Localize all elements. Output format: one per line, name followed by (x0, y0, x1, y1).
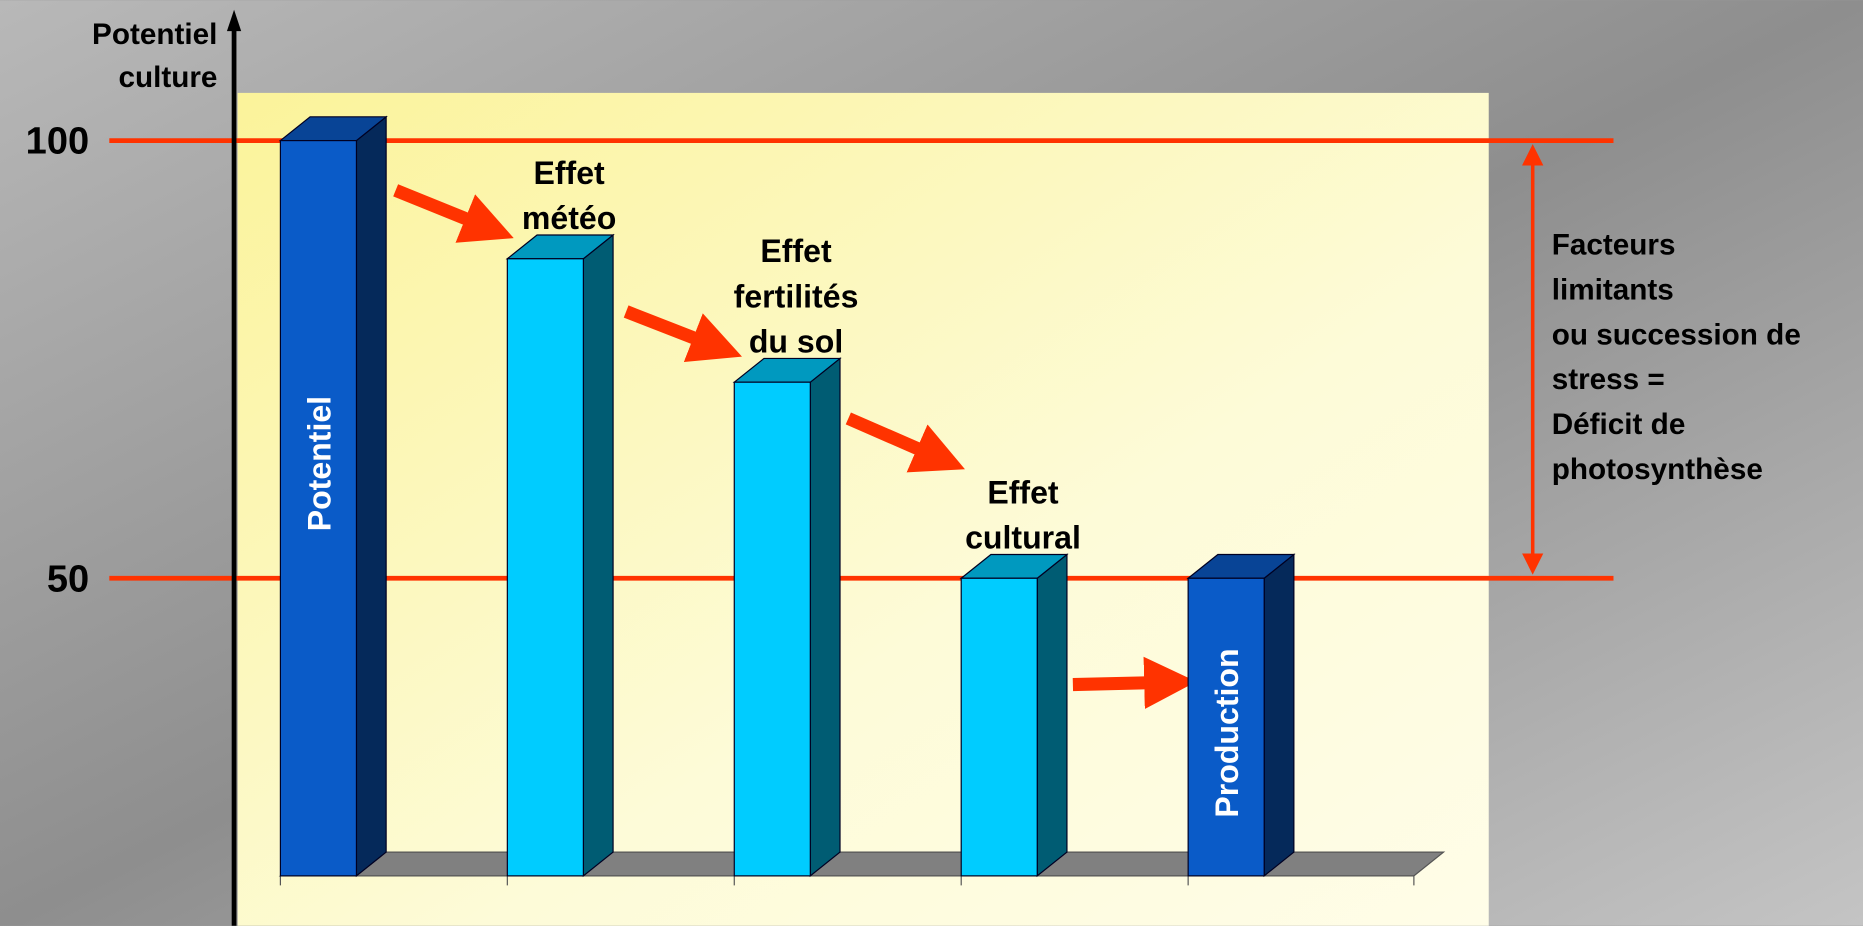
bar-side (809, 357, 841, 878)
bar-label: Effet (533, 155, 605, 191)
bar-front (960, 577, 1038, 877)
arrows (393, 184, 1197, 709)
arrow (623, 305, 742, 363)
annotation: stress = (1552, 363, 1665, 396)
bar-side (582, 233, 614, 878)
bar-label: météo (522, 200, 616, 236)
y-tick-label: 50 (47, 558, 89, 600)
bar-label: Production (1209, 648, 1245, 817)
bar-label: cultural (965, 520, 1081, 556)
y-axis-label: Potentiel (92, 18, 217, 51)
bar-label: Effet (760, 233, 832, 269)
bar-label: fertilités (734, 278, 859, 314)
bar-front (1187, 577, 1265, 877)
y-axis-label: culture (118, 61, 217, 94)
bar-front (733, 381, 811, 877)
bar-front (279, 139, 358, 877)
y-axis-arrow (226, 9, 242, 32)
annotation: Facteurs (1552, 228, 1676, 261)
annotation: limitants (1552, 273, 1674, 306)
bar (278, 115, 388, 878)
arrow (845, 412, 965, 473)
bar-side (1036, 553, 1068, 878)
bar-label: Effet (987, 474, 1059, 510)
annotation: ou succession de (1552, 318, 1801, 351)
annotation: Déficit de (1552, 408, 1686, 441)
bar-label: Potentiel (301, 396, 337, 531)
arrow (393, 184, 514, 243)
bar (1186, 553, 1296, 878)
bar-side (1263, 553, 1295, 878)
plot-area (237, 92, 1489, 926)
arrow (1072, 656, 1197, 709)
bar (959, 553, 1069, 878)
bar-front (506, 258, 584, 877)
y-tick-label: 100 (26, 121, 89, 163)
annotation: photosynthèse (1552, 453, 1763, 486)
bar-side (355, 115, 387, 878)
bar (505, 233, 615, 878)
bar (732, 357, 842, 878)
bar-label: du sol (749, 323, 843, 359)
